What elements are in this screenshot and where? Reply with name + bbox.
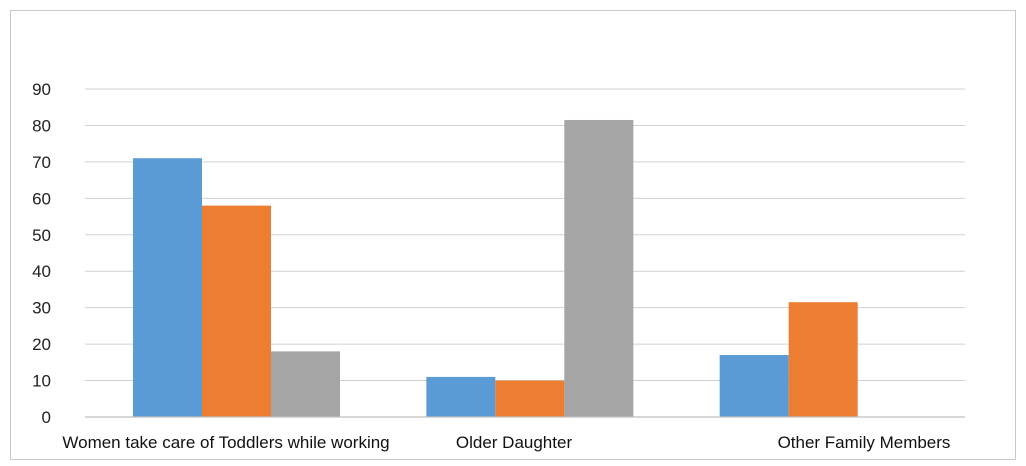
y-tick-label: 40 (32, 262, 51, 281)
bar (271, 351, 340, 417)
y-tick-label: 30 (32, 299, 51, 318)
bar (719, 355, 789, 417)
y-tick-label: 80 (32, 116, 51, 135)
labels: 0 10 20 30 40 50 60 70 80 90 Women take care of To… (32, 80, 950, 452)
y-tick-label: 20 (32, 335, 51, 354)
y-tick-label: 60 (32, 189, 51, 208)
bars (133, 119, 858, 417)
x-category-label: Other Family Members (778, 433, 951, 452)
bar (495, 380, 565, 417)
x-category-label: Women take care of Toddlers while workin… (62, 433, 389, 452)
bar (202, 205, 271, 417)
bar (133, 158, 202, 417)
y-tick-label: 90 (32, 80, 51, 99)
y-tick-label: 50 (32, 226, 51, 245)
bar (564, 119, 634, 417)
y-tick-label: 10 (32, 372, 51, 391)
bar (788, 302, 858, 417)
y-tick-label: 0 (42, 408, 51, 427)
x-category-label: Older Daughter (456, 433, 573, 452)
bar (426, 376, 496, 417)
y-tick-label: 70 (32, 153, 51, 172)
